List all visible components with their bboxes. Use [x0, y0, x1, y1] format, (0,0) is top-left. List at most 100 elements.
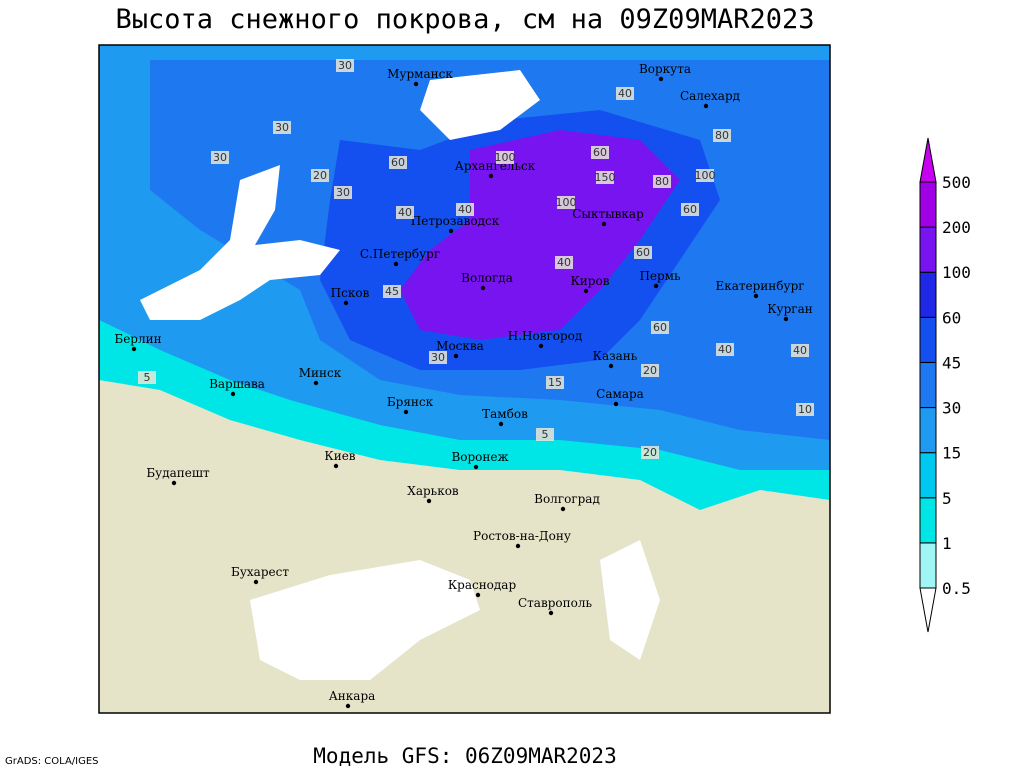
contour-label: 15 — [548, 376, 562, 389]
contour-label: 30 — [275, 121, 289, 134]
contour-label-box — [336, 59, 354, 72]
city-name: Минск — [299, 366, 342, 380]
city-dot — [608, 363, 614, 369]
contour-label-box — [383, 285, 401, 298]
contour-label: 40 — [458, 203, 472, 216]
city-dot — [253, 579, 259, 585]
contour-label-box — [681, 203, 699, 216]
contour-label: 80 — [655, 175, 669, 188]
contour-label: 30 — [213, 151, 227, 164]
colorbar-segment — [919, 316, 937, 363]
contour-label-box — [796, 403, 814, 416]
city-dot — [548, 610, 554, 616]
contour-label-box — [546, 376, 564, 389]
city-dot — [453, 353, 459, 359]
contour-label-box — [641, 446, 659, 459]
baltic-sea — [140, 165, 340, 320]
colorbar-segment — [919, 181, 937, 228]
city-name: Петрозаводск — [411, 214, 500, 228]
contour-label-box — [273, 121, 291, 134]
contour-label: 100 — [495, 151, 516, 164]
contour-label: 40 — [398, 206, 412, 219]
contour-labels: 30 40 30 60 100 150 100 40 60 80 100 40 60 40 20 30 60 40… — [138, 59, 814, 459]
contour-label: 60 — [683, 203, 697, 216]
contour-label-box — [311, 169, 329, 182]
city-name: Н.Новгород — [508, 329, 583, 343]
city-name: Вологда — [461, 271, 513, 285]
colorbar-label: 1 — [942, 534, 952, 553]
colorbar-label: 60 — [942, 308, 961, 327]
colorbar-label: 15 — [942, 444, 961, 463]
contour-label: 100 — [695, 169, 716, 182]
city-name: Киров — [571, 274, 610, 288]
city-name: Казань — [593, 349, 638, 363]
colorbar-top-arrow — [919, 137, 937, 183]
contour-label-box — [557, 196, 575, 209]
contour-label: 60 — [391, 156, 405, 169]
city-dot — [498, 421, 504, 427]
city-name: Берлин — [114, 332, 161, 346]
city-name: Самара — [596, 387, 644, 401]
city-name: Воркута — [639, 62, 691, 76]
city-name: Мурманск — [387, 67, 453, 81]
contour-label-box — [429, 351, 447, 364]
city-name: Будапешт — [146, 466, 210, 480]
city-dot — [333, 463, 339, 469]
credit: GrADS: COLA/IGES — [5, 756, 99, 767]
contour-label-box — [496, 151, 514, 164]
city-name: Екатеринбург — [715, 279, 804, 293]
contour-label-box — [211, 151, 229, 164]
contour-label: 80 — [715, 129, 729, 142]
city-dot — [345, 703, 351, 709]
city-name: Пермь — [639, 269, 681, 283]
city-name: С.Петербург — [360, 247, 440, 261]
city-name: Ставрополь — [518, 596, 592, 610]
white-sea — [420, 70, 540, 140]
contour-label-box — [396, 206, 414, 219]
map-frame — [98, 44, 831, 714]
city-dot — [653, 283, 659, 289]
city-dot — [515, 543, 521, 549]
contour-label-box — [616, 87, 634, 100]
city-dot — [583, 288, 589, 294]
model-footer: Модель GFS: 06Z09MAR2023 — [313, 744, 616, 768]
contour-label: 10 — [798, 403, 812, 416]
contour-label: 45 — [385, 285, 399, 298]
colorbar-label: 5 — [942, 489, 952, 508]
contour-label-box — [591, 146, 609, 159]
contour-label-box — [713, 129, 731, 142]
colorbar-label: 0.5 — [942, 579, 971, 598]
contour-label-box — [641, 364, 659, 377]
city-name: Псков — [331, 286, 370, 300]
colorbar-segment — [919, 271, 937, 318]
city-name: Салехард — [680, 89, 740, 103]
city-name: Архангельск — [455, 159, 536, 173]
city-dot — [313, 380, 319, 386]
city-name: Анкара — [329, 689, 376, 703]
city-name: Москва — [436, 339, 484, 353]
city-dot — [473, 464, 479, 470]
colorbar-label: 200 — [942, 218, 971, 237]
contour-label: 60 — [636, 246, 650, 259]
city-name: Бухарест — [231, 565, 289, 579]
city-dot — [393, 261, 399, 267]
contour-label: 60 — [653, 321, 667, 334]
city-labels: Мурманск Воркута Салехард Архангельск Сыктыв… — [114, 62, 813, 709]
city-dot — [560, 506, 566, 512]
contour-label-box — [555, 256, 573, 269]
city-dot — [538, 343, 544, 349]
city-name: Краснодар — [448, 578, 517, 592]
city-dot — [753, 293, 759, 299]
contour-label: 40 — [618, 87, 632, 100]
colorbar-segment — [919, 452, 937, 499]
city-dot — [171, 480, 177, 486]
city-name: Курган — [767, 302, 812, 316]
city-dot — [475, 592, 481, 598]
contour-label-box — [536, 428, 554, 441]
contour-label: 40 — [718, 343, 732, 356]
contour-label-box — [716, 343, 734, 356]
colorbar-segment — [919, 226, 937, 273]
contour-label-box — [138, 371, 156, 384]
